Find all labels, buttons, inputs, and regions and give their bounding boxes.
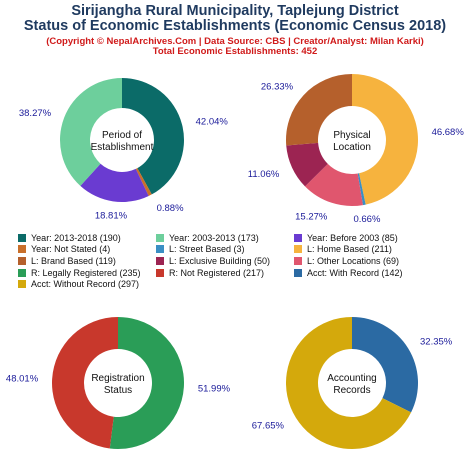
legend-label: L: Home Based (211) [307, 244, 392, 255]
legend-swatch [18, 268, 26, 277]
donut-center-label: Physical [333, 130, 370, 141]
donut-center-label: Establishment [91, 142, 154, 153]
legend-item: L: Home Based (211) [294, 244, 444, 256]
legend-label: L: Street Based (3) [169, 244, 245, 255]
legend-item: L: Brand Based (119) [18, 255, 156, 267]
donut-slice [352, 317, 419, 413]
donut-slice [357, 173, 366, 206]
donut-center-label: Period of [102, 130, 142, 141]
legend-item: R: Not Registered (217) [156, 267, 294, 279]
legend-label: R: Legally Registered (235) [31, 267, 141, 278]
legend-swatch [294, 268, 302, 277]
slice-percent-label: 51.99% [198, 384, 231, 395]
slice-percent-label: 26.33% [261, 81, 294, 92]
chart-subtitle-total: Total Economic Establishments: 452 [152, 46, 318, 57]
slice-percent-label: 42.04% [196, 117, 229, 128]
donut-slice [305, 163, 363, 206]
legend-swatch [156, 256, 164, 265]
legend-label: L: Exclusive Building (50) [169, 255, 271, 266]
donut-center-label: Registration [91, 373, 144, 384]
legend-label: R: Not Registered (217) [169, 267, 265, 278]
legend-swatch [18, 233, 26, 242]
legend-label: L: Other Locations (69) [307, 255, 400, 266]
donut-chart-2: 46.68% 0.66% 15.27% 11.06% 26.33% PhysicalLoc… [248, 74, 465, 225]
donut-slice [286, 142, 328, 187]
slice-percent-label: 0.88% [157, 203, 184, 214]
legend-item: Acct: With Record (142) [294, 267, 444, 279]
legend-label: Year: Not Stated (4) [31, 244, 111, 255]
donut-slice [286, 317, 412, 450]
legend: Year: 2013-2018 (190) Year: 2003-2013 (17… [18, 232, 468, 290]
donut-slice [80, 163, 149, 202]
slice-percent-label: 38.27% [19, 108, 52, 119]
slice-percent-label: 67.65% [252, 421, 285, 432]
slice-percent-label: 32.35% [420, 336, 453, 347]
legend-item: Year: Not Stated (4) [18, 244, 156, 256]
donut-slice [52, 317, 119, 449]
donut-slice [109, 317, 185, 450]
legend-swatch [156, 233, 164, 242]
legend-item: Year: 2003-2013 (173) [156, 232, 294, 244]
legend-item: L: Other Locations (69) [294, 255, 444, 267]
donut-slice [60, 78, 122, 186]
donut-center-label: Accounting [327, 373, 376, 384]
donut-center-label: Status [104, 385, 132, 396]
donut-slice [122, 78, 184, 195]
legend-swatch [18, 280, 26, 289]
legend-label: Acct: Without Record (297) [31, 279, 140, 290]
legend-item: R: Legally Registered (235) [18, 267, 156, 279]
legend-swatch [294, 233, 302, 242]
slice-percent-label: 48.01% [6, 373, 39, 384]
legend-item: L: Street Based (3) [156, 244, 294, 256]
donut-center-label: Records [333, 385, 370, 396]
chart-title-line1: Sirijangha Rural Municipality, Taplejung… [71, 3, 399, 19]
legend-label: L: Brand Based (119) [31, 255, 116, 266]
legend-label: Year: Before 2003 (85) [307, 232, 398, 243]
donut-chart-1: 42.04% 0.88% 18.81% 38.27% Period ofEstablis… [19, 78, 229, 222]
legend-item: Year: Before 2003 (85) [294, 232, 444, 244]
slice-percent-label: 11.06% [248, 169, 280, 180]
legend-label: Year: 2013-2018 (190) [31, 232, 121, 243]
legend-swatch [18, 256, 26, 265]
legend-label: Year: 2003-2013 (173) [169, 232, 259, 243]
donut-center-label: Location [333, 142, 371, 153]
slice-percent-label: 18.81% [95, 211, 128, 222]
legend-swatch [18, 245, 26, 254]
donut-slice [286, 74, 352, 146]
legend-swatch [156, 245, 164, 254]
chart-subtitle-copyright: (Copyright © NepalArchives.Com | Data So… [46, 36, 424, 47]
legend-item: Year: 2013-2018 (190) [18, 232, 156, 244]
donut-slice [135, 168, 152, 196]
slice-percent-label: 46.68% [432, 127, 465, 138]
slice-percent-label: 0.66% [353, 214, 380, 225]
donut-slice [352, 74, 419, 205]
chart-title-line2: Status of Economic Establishments (Econo… [23, 18, 447, 34]
legend-item: L: Exclusive Building (50) [156, 255, 294, 267]
legend-item: Acct: Without Record (297) [18, 278, 156, 290]
legend-swatch [156, 268, 164, 277]
legend-swatch [294, 256, 302, 265]
legend-label: Acct: With Record (142) [307, 267, 403, 278]
legend-swatch [294, 245, 302, 254]
slice-percent-label: 15.27% [295, 212, 328, 223]
